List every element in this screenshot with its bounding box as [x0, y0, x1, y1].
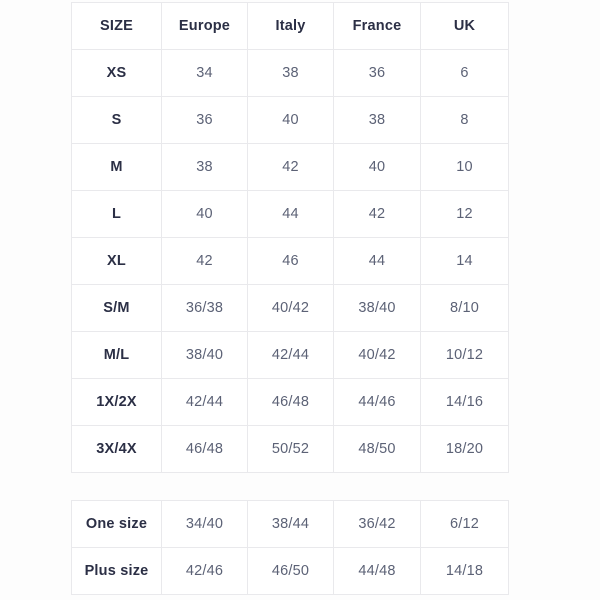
- size-label: 3X/4X: [71, 425, 162, 473]
- size-value-italy: 46/48: [247, 378, 334, 426]
- size-value-italy: 42/44: [247, 331, 334, 379]
- size-value-uk: 10/12: [420, 331, 509, 379]
- size-label: M/L: [71, 331, 162, 379]
- table-row: M 38 42 40 10: [71, 143, 509, 191]
- table-row: M/L 38/40 42/44 40/42 10/12: [71, 331, 509, 379]
- size-value-europe: 36: [161, 96, 248, 144]
- standard-size-table: SIZE Europe Italy France UK XS 34 38 36 …: [71, 2, 509, 473]
- size-value-uk: 8/10: [420, 284, 509, 332]
- table-row: XL 42 46 44 14: [71, 237, 509, 285]
- size-label: S: [71, 96, 162, 144]
- size-value-italy: 46/50: [247, 547, 334, 595]
- size-value-italy: 40/42: [247, 284, 334, 332]
- size-value-france: 42: [333, 190, 421, 238]
- size-value-uk: 18/20: [420, 425, 509, 473]
- size-value-france: 44/46: [333, 378, 421, 426]
- table-row: One size 34/40 38/44 36/42 6/12: [71, 500, 509, 548]
- column-header-uk: UK: [420, 2, 509, 50]
- size-value-uk: 12: [420, 190, 509, 238]
- table-row: 1X/2X 42/44 46/48 44/46 14/16: [71, 378, 509, 426]
- size-value-france: 36/42: [333, 500, 421, 548]
- size-value-uk: 6: [420, 49, 509, 97]
- column-header-size: SIZE: [71, 2, 162, 50]
- size-label: XL: [71, 237, 162, 285]
- size-value-uk: 10: [420, 143, 509, 191]
- universal-size-table-body: One size 34/40 38/44 36/42 6/12 Plus siz…: [71, 500, 509, 595]
- size-value-europe: 42/46: [161, 547, 248, 595]
- size-value-italy: 50/52: [247, 425, 334, 473]
- table-row: XS 34 38 36 6: [71, 49, 509, 97]
- size-label: XS: [71, 49, 162, 97]
- size-value-italy: 42: [247, 143, 334, 191]
- size-value-uk: 14/18: [420, 547, 509, 595]
- size-value-france: 38: [333, 96, 421, 144]
- size-value-france: 44: [333, 237, 421, 285]
- size-value-italy: 46: [247, 237, 334, 285]
- table-header-row: SIZE Europe Italy France UK: [71, 2, 509, 50]
- standard-size-table-body: XS 34 38 36 6 S 36 40 38 8 M 38 42 40 10: [71, 49, 509, 473]
- size-value-uk: 14: [420, 237, 509, 285]
- size-value-europe: 36/38: [161, 284, 248, 332]
- size-value-italy: 44: [247, 190, 334, 238]
- universal-size-table: One size 34/40 38/44 36/42 6/12 Plus siz…: [71, 500, 509, 595]
- size-value-france: 48/50: [333, 425, 421, 473]
- size-label: 1X/2X: [71, 378, 162, 426]
- size-value-uk: 8: [420, 96, 509, 144]
- column-header-europe: Europe: [161, 2, 248, 50]
- size-value-europe: 38: [161, 143, 248, 191]
- size-value-europe: 40: [161, 190, 248, 238]
- size-value-france: 36: [333, 49, 421, 97]
- size-value-uk: 14/16: [420, 378, 509, 426]
- size-value-uk: 6/12: [420, 500, 509, 548]
- size-value-europe: 34/40: [161, 500, 248, 548]
- column-header-italy: Italy: [247, 2, 334, 50]
- size-value-italy: 40: [247, 96, 334, 144]
- table-header: SIZE Europe Italy France UK: [71, 2, 509, 50]
- size-value-france: 38/40: [333, 284, 421, 332]
- table-row: 3X/4X 46/48 50/52 48/50 18/20: [71, 425, 509, 473]
- size-value-europe: 38/40: [161, 331, 248, 379]
- table-row: S 36 40 38 8: [71, 96, 509, 144]
- size-label: L: [71, 190, 162, 238]
- size-label: One size: [71, 500, 162, 548]
- size-value-france: 40: [333, 143, 421, 191]
- table-row: L 40 44 42 12: [71, 190, 509, 238]
- size-value-europe: 42/44: [161, 378, 248, 426]
- size-value-europe: 42: [161, 237, 248, 285]
- size-label: M: [71, 143, 162, 191]
- size-label: S/M: [71, 284, 162, 332]
- size-value-italy: 38: [247, 49, 334, 97]
- size-value-europe: 46/48: [161, 425, 248, 473]
- size-value-europe: 34: [161, 49, 248, 97]
- column-header-france: France: [333, 2, 421, 50]
- size-value-italy: 38/44: [247, 500, 334, 548]
- table-row: S/M 36/38 40/42 38/40 8/10: [71, 284, 509, 332]
- table-row: Plus size 42/46 46/50 44/48 14/18: [71, 547, 509, 595]
- size-value-france: 44/48: [333, 547, 421, 595]
- size-value-france: 40/42: [333, 331, 421, 379]
- size-label: Plus size: [71, 547, 162, 595]
